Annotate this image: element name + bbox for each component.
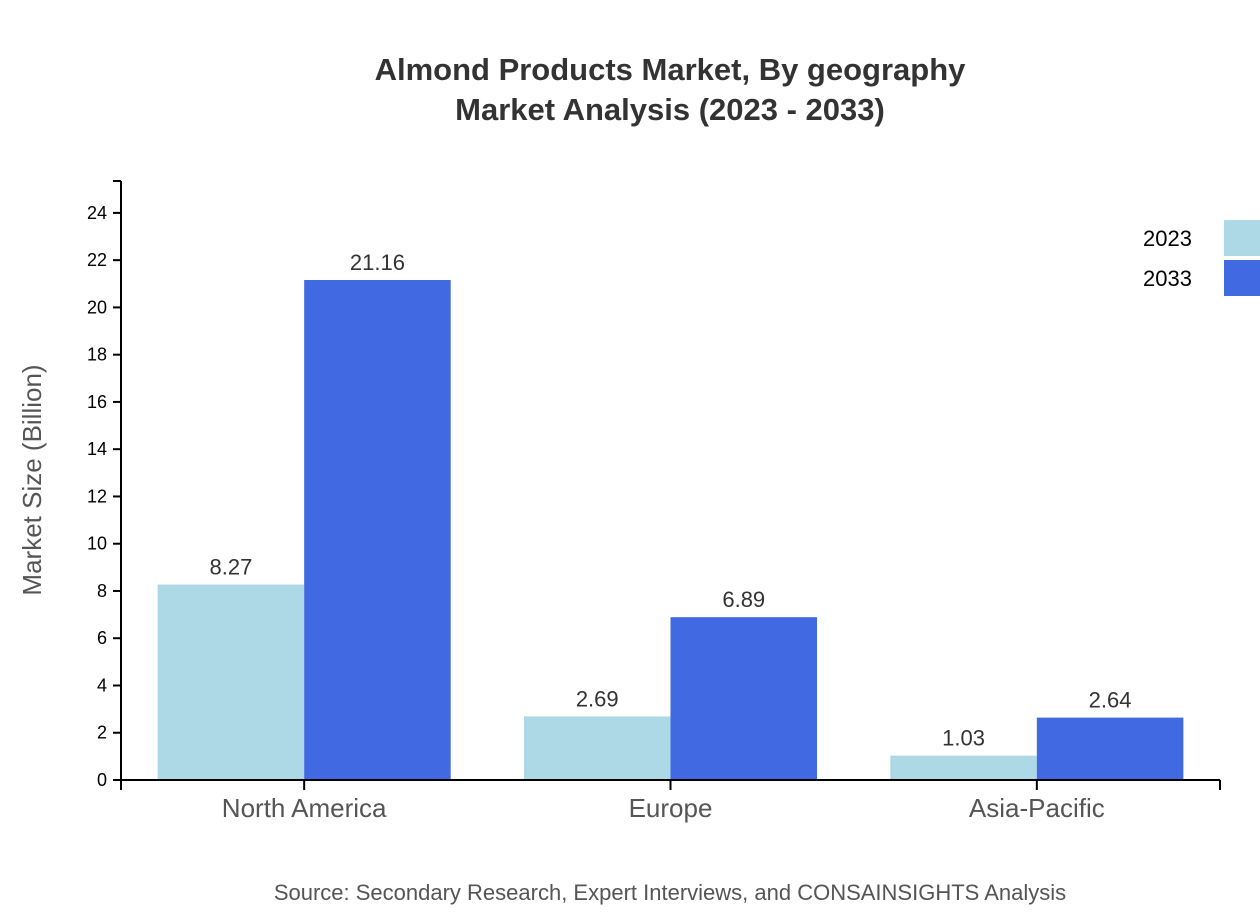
chart-title-line-2: Market Analysis (2023 - 2033): [455, 92, 885, 127]
legend: 2023 2033: [1143, 220, 1260, 296]
y-tick-label: 10: [87, 534, 107, 554]
bars: 8.27 21.16 2.69 6.89 1.03 2.64: [157, 250, 1184, 780]
bar-2023: [157, 584, 305, 780]
y-tick-label: 20: [87, 297, 107, 317]
data-label: 1.03: [942, 726, 985, 751]
y-tick-label: 24: [87, 203, 107, 223]
source-note: Source: Secondary Research, Expert Inter…: [274, 880, 1066, 905]
legend-swatch-2023: [1224, 220, 1260, 256]
y-tick-label: 2: [97, 723, 107, 743]
data-label: 2.64: [1089, 688, 1132, 713]
y-tick-label: 6: [97, 628, 107, 648]
legend-swatch-2033: [1224, 260, 1260, 296]
legend-label: 2033: [1143, 266, 1192, 291]
y-tick-label: 4: [97, 675, 107, 695]
legend-label: 2023: [1143, 226, 1192, 251]
y-tick-label: 12: [87, 486, 107, 506]
x-tick-label: Asia-Pacific: [969, 793, 1105, 823]
data-label: 6.89: [722, 587, 765, 612]
y-axis-label: Market Size (Billion): [17, 364, 47, 595]
y-tick-label: 18: [87, 345, 107, 365]
x-tick-label: Europe: [629, 793, 713, 823]
y-tick-label: 14: [87, 439, 107, 459]
bar-2033: [1036, 717, 1184, 780]
bar-2023: [523, 716, 671, 780]
bar-2023: [890, 755, 1037, 780]
bar-2033: [304, 280, 451, 780]
chart-title-line-1: Almond Products Market, By geography: [375, 52, 967, 87]
x-tick-label: North America: [222, 793, 387, 823]
data-label: 2.69: [576, 686, 619, 711]
y-tick-label: 16: [87, 392, 107, 412]
data-label: 8.27: [209, 555, 252, 580]
bar-2033: [670, 617, 818, 780]
y-tick-label: 22: [87, 250, 107, 270]
y-tick-label: 0: [97, 770, 107, 790]
y-tick-label: 8: [97, 581, 107, 601]
data-label: 21.16: [350, 250, 405, 275]
